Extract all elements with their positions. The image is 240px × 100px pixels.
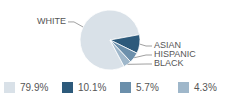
html-text:4.3%: 4.3% [194,82,217,93]
svg-text:HISPANIC: HISPANIC [154,49,196,60]
svg-text:BLACK: BLACK [154,58,184,68]
svg-text:WHITE: WHITE [37,16,66,26]
html-text:5.7%: 5.7% [136,82,159,93]
svg-text:ASIAN: ASIAN [154,40,181,51]
html-text:79.9%: 79.9% [20,82,49,93]
html-text:10.1%: 10.1% [78,82,107,93]
